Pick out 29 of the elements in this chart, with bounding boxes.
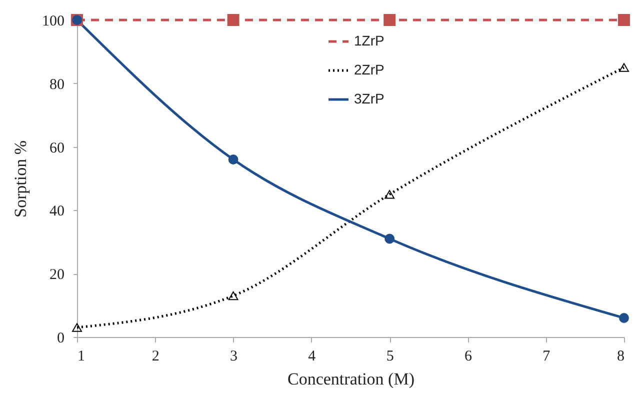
point [228,291,238,300]
x-tick-label: 1 [78,348,85,364]
y-axis-title: Sorption % [11,140,30,218]
y-tick-label: 0 [57,330,64,346]
x-tick-label: 7 [542,348,551,364]
legend-label: 1ZrP [354,32,384,48]
y-tick-label: 40 [50,204,64,220]
x-tick-label: 6 [464,348,472,364]
point [227,14,240,26]
point [384,190,395,199]
x-tick-label: 2 [152,348,160,364]
point [228,154,238,164]
point [72,323,82,332]
y-tick-label: 100 [42,14,64,30]
x-tick-label: 4 [308,348,316,364]
legend-label: 3ZrP [354,90,384,106]
x-tick-label: 3 [230,348,238,364]
y-tick-label: 60 [50,140,64,156]
y-tick-label: 20 [50,267,64,284]
point [618,14,630,26]
x-axis-title: Concentration (M) [288,370,414,388]
point [619,63,629,72]
point [619,313,629,323]
x-tick-label: 5 [386,348,394,364]
point [384,234,395,244]
x-tick-label: 8 [617,348,624,364]
legend-label: 2ZrP [354,62,384,78]
y-tick-label: 80 [50,76,64,93]
point [384,14,396,26]
